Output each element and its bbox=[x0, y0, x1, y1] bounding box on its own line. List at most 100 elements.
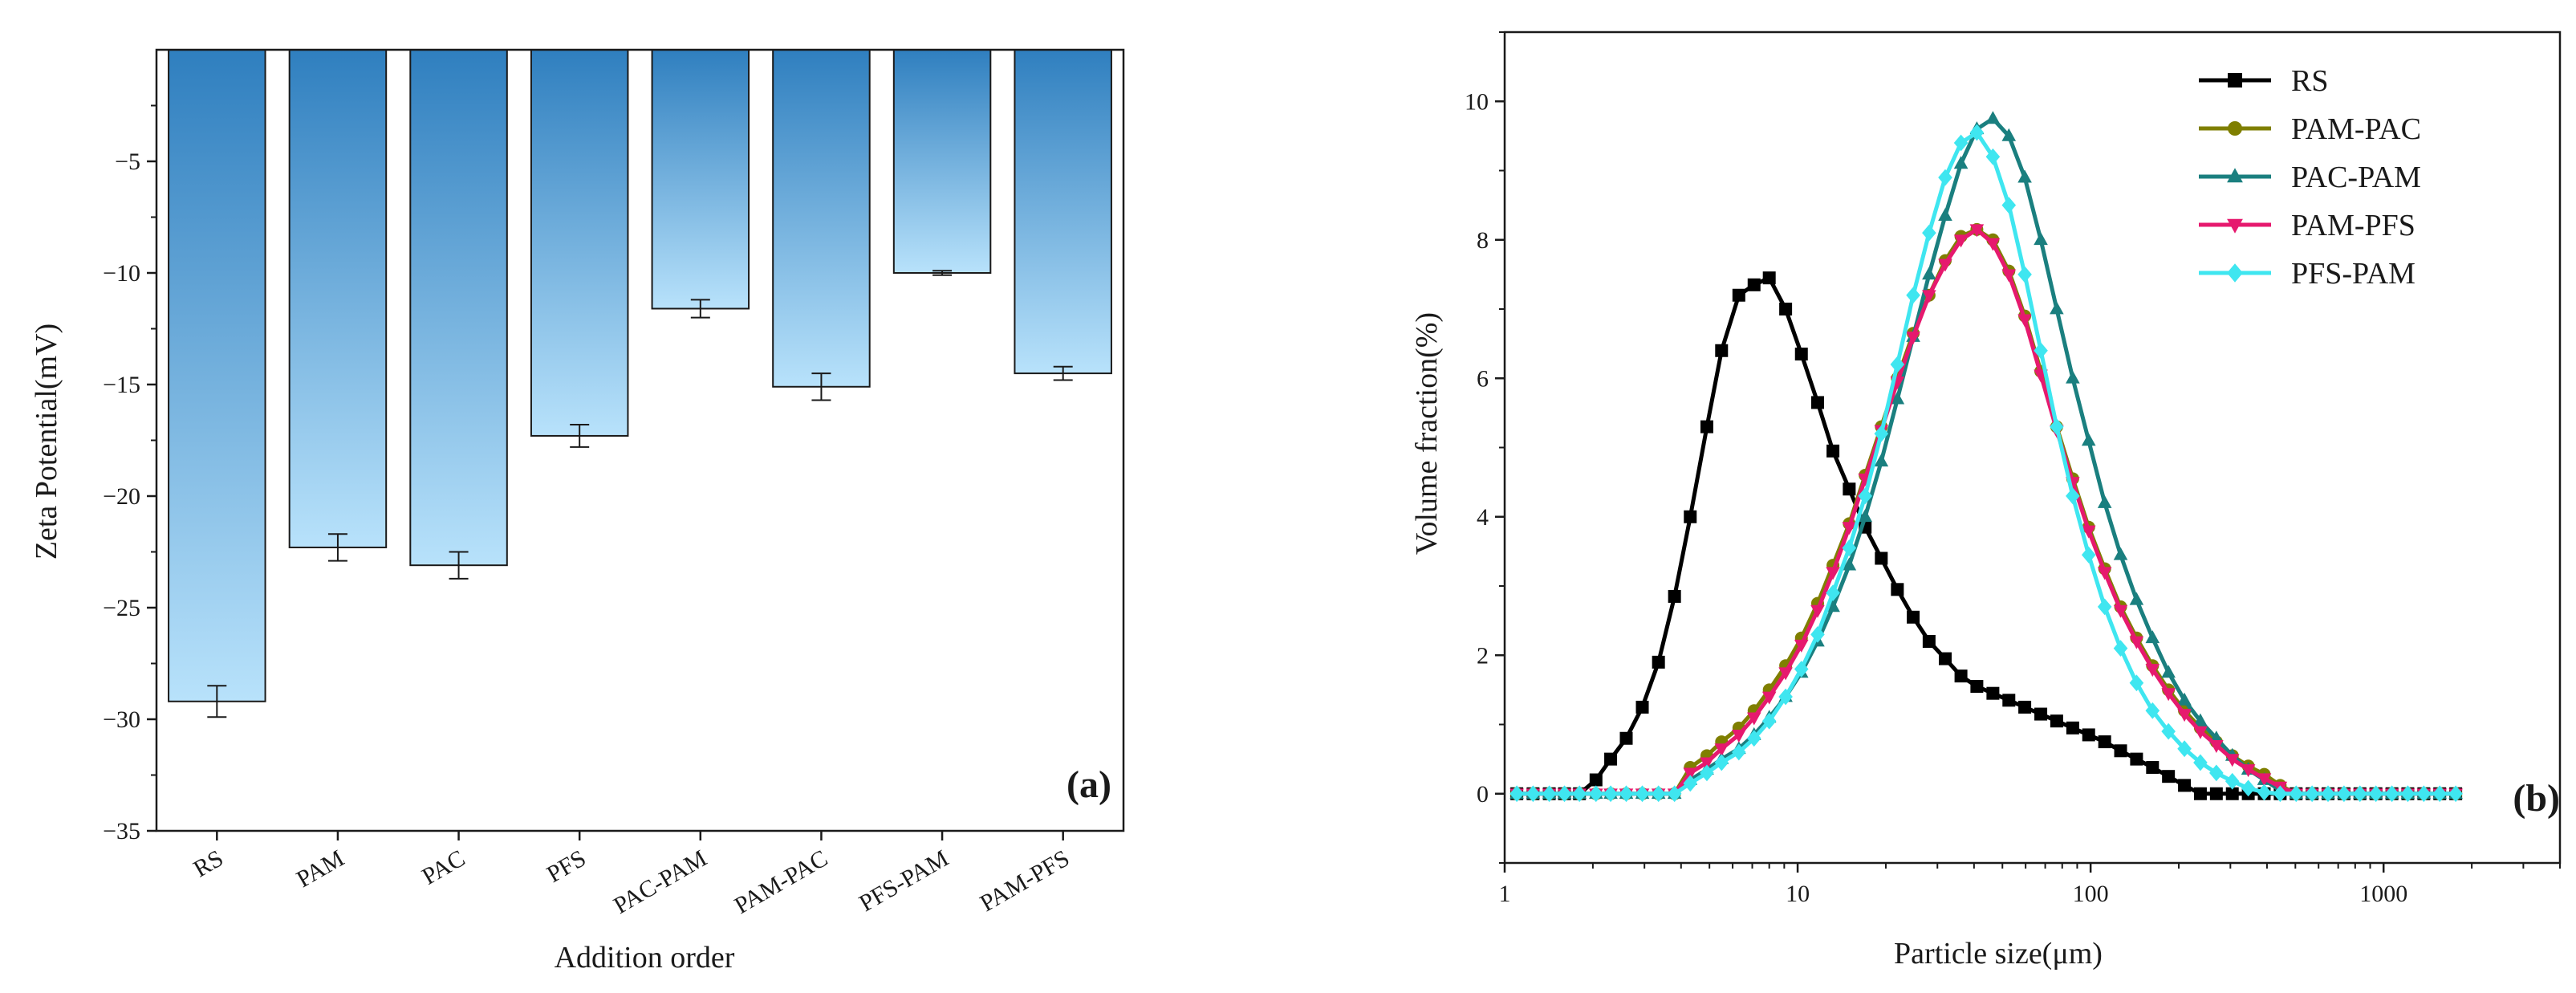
data-point bbox=[1842, 557, 1857, 571]
data-point bbox=[1778, 667, 1793, 681]
y-tick-label: −20 bbox=[103, 483, 140, 510]
x-tick-label: 100 bbox=[2073, 881, 2109, 907]
data-point bbox=[2209, 787, 2223, 800]
data-point bbox=[1970, 680, 1984, 694]
legend-entry: PAC-PAM bbox=[2199, 161, 2421, 194]
data-point bbox=[1684, 510, 1697, 523]
x-tick-label: PAM-PFS bbox=[976, 844, 1074, 917]
data-point bbox=[2177, 740, 2192, 758]
data-point bbox=[2145, 664, 2160, 678]
x-tick-label: 10 bbox=[1786, 881, 1810, 907]
data-point bbox=[2432, 785, 2448, 803]
data-point bbox=[2129, 592, 2144, 605]
data-point bbox=[2209, 739, 2224, 753]
data-point bbox=[1938, 169, 1952, 186]
data-point bbox=[2289, 785, 2304, 803]
data-point bbox=[1635, 785, 1650, 803]
data-point bbox=[1986, 686, 2000, 700]
data-point bbox=[2352, 785, 2367, 803]
data-point bbox=[2257, 773, 2272, 787]
bar bbox=[651, 49, 750, 310]
data-point bbox=[2050, 714, 2063, 728]
data-point bbox=[1922, 224, 1936, 242]
data-point bbox=[2227, 168, 2243, 183]
series-pam-pac bbox=[1510, 222, 2463, 800]
data-point bbox=[1700, 757, 1714, 771]
legend-entry: PAM-PFS bbox=[2199, 209, 2416, 242]
axes-frame bbox=[1503, 31, 2562, 865]
data-point bbox=[1858, 509, 1872, 523]
data-point bbox=[2416, 785, 2432, 803]
data-point bbox=[1794, 661, 1809, 678]
bar-group bbox=[168, 49, 1112, 702]
data-point bbox=[2177, 692, 2192, 706]
data-point bbox=[1826, 444, 1840, 458]
data-point bbox=[1526, 785, 1541, 803]
data-point bbox=[2097, 567, 2112, 580]
x-axis-ticks: RS PAM PAC PFS PAC-PAM PAM-PAC PFS-PAM PAM-PFS bbox=[189, 831, 1074, 919]
data-point bbox=[1875, 551, 1888, 565]
data-point bbox=[2130, 752, 2143, 766]
data-point bbox=[1826, 567, 1840, 580]
panel-label: (b) bbox=[2513, 777, 2560, 820]
data-point bbox=[1842, 539, 1857, 556]
data-point bbox=[1557, 785, 1572, 803]
data-point bbox=[1714, 743, 1729, 757]
data-point bbox=[2082, 728, 2095, 742]
data-point bbox=[2400, 785, 2416, 803]
data-point bbox=[2225, 754, 2240, 767]
data-point bbox=[1891, 583, 1904, 596]
data-point bbox=[2161, 688, 2176, 702]
data-point bbox=[2177, 709, 2192, 722]
legend-label: PAM-PAC bbox=[2291, 112, 2421, 146]
data-point bbox=[2448, 785, 2463, 803]
y-tick-label: 2 bbox=[1477, 642, 1489, 669]
data-point bbox=[2337, 785, 2351, 803]
y-tick-label: −35 bbox=[103, 818, 140, 844]
legend-label: PFS-PAM bbox=[2291, 257, 2416, 291]
bar bbox=[288, 49, 388, 548]
y-tick-label: −5 bbox=[115, 149, 140, 175]
data-point bbox=[1714, 754, 1729, 771]
data-point bbox=[1619, 731, 1633, 745]
x-tick-label: PAC-PAM bbox=[609, 844, 711, 919]
y-tick-label: 8 bbox=[1477, 227, 1489, 254]
data-point bbox=[1953, 234, 1969, 248]
data-point bbox=[1890, 356, 1905, 373]
x-tick-label: RS bbox=[189, 844, 228, 882]
data-point bbox=[1572, 785, 1587, 803]
data-point bbox=[1668, 589, 1681, 603]
data-point bbox=[2113, 547, 2128, 560]
series-rs bbox=[1510, 271, 2463, 800]
data-point bbox=[1906, 287, 1920, 304]
data-point bbox=[1700, 764, 1714, 782]
x-axis-ticks: 1 10 100 1000 bbox=[1499, 863, 2561, 907]
data-point bbox=[2209, 764, 2224, 782]
data-point bbox=[1651, 785, 1666, 803]
data-point bbox=[2050, 418, 2064, 436]
data-point bbox=[2066, 487, 2080, 505]
error-bar-group bbox=[207, 270, 1073, 718]
data-point bbox=[2001, 197, 2017, 214]
data-point bbox=[1683, 775, 1698, 792]
data-point bbox=[2114, 744, 2127, 758]
data-point bbox=[1746, 730, 1761, 747]
data-point bbox=[2113, 640, 2128, 657]
data-point bbox=[1969, 224, 1985, 238]
data-point bbox=[2066, 370, 2080, 384]
x-tick-label: 1 bbox=[1499, 881, 1511, 907]
data-point bbox=[1667, 785, 1682, 803]
data-point bbox=[2161, 665, 2176, 678]
data-point bbox=[2178, 779, 2192, 792]
y-axis-title: Volume fraction(%) bbox=[1410, 312, 1444, 555]
x-tick-label: PAC bbox=[417, 844, 469, 889]
data-point bbox=[1778, 688, 1793, 706]
y-tick-label: 10 bbox=[1465, 88, 1489, 115]
data-point bbox=[2098, 735, 2111, 749]
legend-label: PAC-PAM bbox=[2291, 161, 2421, 194]
bar bbox=[530, 49, 629, 437]
y-tick-label: −25 bbox=[103, 595, 140, 621]
y-axis-ticks: −5 −10 −15 −20 −25 −30 −35 bbox=[103, 104, 156, 844]
data-point bbox=[2001, 269, 2017, 283]
data-point bbox=[1906, 332, 1920, 345]
